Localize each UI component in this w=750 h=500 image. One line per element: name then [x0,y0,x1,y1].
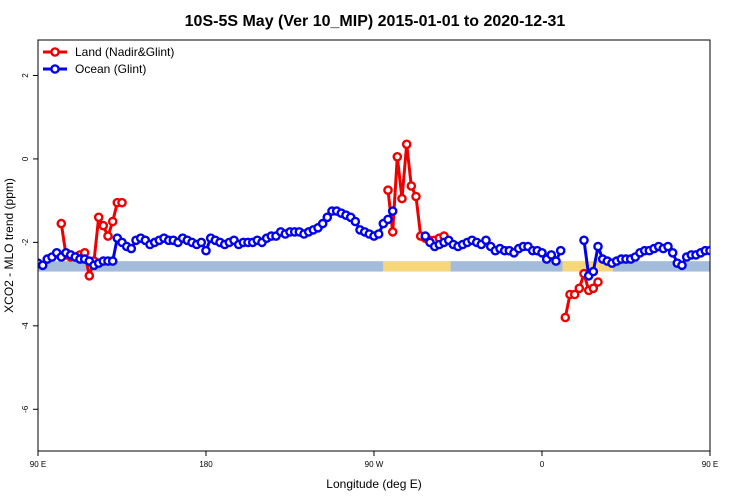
y-axis-label: XCO2 - MLO trend (ppm) [2,178,16,313]
data-point [201,245,211,256]
data-point [588,266,599,277]
data-point [84,270,95,281]
x-tick-label: 0 [540,460,545,469]
data-point [574,283,585,294]
data-point [411,191,421,202]
data-point [392,151,403,162]
data-point [677,260,687,271]
data-point [117,197,127,208]
data-point [579,235,589,246]
y-axis: 2 0 -2 -4 -6 [21,73,38,413]
data-point [739,253,746,260]
data-point [555,245,566,256]
legend-label: Land (Nadir&Glint) [75,45,174,59]
x-tick-label: 180 [199,460,213,469]
y-tick-label: -6 [21,405,30,413]
legend: Land (Nadir&Glint) Ocean (Glint) [43,45,174,76]
data-point [350,216,361,227]
x-tick-label: 90 E [702,460,718,469]
data-point [663,241,673,252]
data-point [322,212,333,223]
data-point [373,229,384,239]
data-point [93,212,104,223]
series-ocean [38,206,710,281]
data-point [397,193,407,204]
x-axis-label: Longitude (deg E) [326,477,421,491]
x-tick-label: 90 W [365,460,384,469]
y-tick-label: -4 [21,322,30,330]
plot-frame [37,39,711,452]
series-land [56,139,750,323]
data-point [383,214,393,225]
data-point [744,253,750,260]
data-point [551,256,561,266]
legend-label: Ocean (Glint) [75,62,146,76]
data-point [387,206,398,216]
data-point [107,256,118,266]
data-point [107,216,118,227]
data-point [588,283,599,294]
data-point [734,251,741,258]
data-point [481,235,491,246]
chart-title: 10S-5S May (Ver 10_MIP) 2015-01-01 to 20… [185,13,566,30]
data-point [38,260,48,271]
y-tick-label: 2 [21,73,30,78]
data-point [126,243,137,254]
x-axis: 90 E 180 90 W 0 90 E [30,451,718,469]
legend-marker [50,47,60,57]
data-point [98,220,109,231]
data-point [56,218,67,229]
data-point [103,231,113,241]
data-point [593,277,603,287]
data-point [537,247,547,258]
legend-marker [50,64,60,74]
series-line [733,203,750,276]
data-point [383,185,393,195]
band-land [383,261,451,272]
data-point [730,220,737,227]
data-point [569,289,580,300]
x-tick-label: 90 E [30,460,46,469]
data-point [420,231,431,241]
data-point [196,237,207,248]
data-point [401,139,412,150]
data-point [667,247,678,258]
band-ocean [450,261,563,272]
y-tick-label: -2 [21,238,30,246]
series-layer [38,139,750,323]
y-tick-label: 0 [21,156,30,161]
band-ocean [612,261,710,272]
data-point [406,181,417,191]
data-point [705,245,710,256]
legend-item: Ocean (Glint) [43,62,146,76]
data-point [593,241,603,252]
data-point [560,312,571,323]
band-ocean [38,261,384,272]
data-point [546,250,557,260]
data-point [387,227,398,237]
data-point [317,218,328,229]
legend-item: Land (Nadir&Glint) [43,45,174,59]
